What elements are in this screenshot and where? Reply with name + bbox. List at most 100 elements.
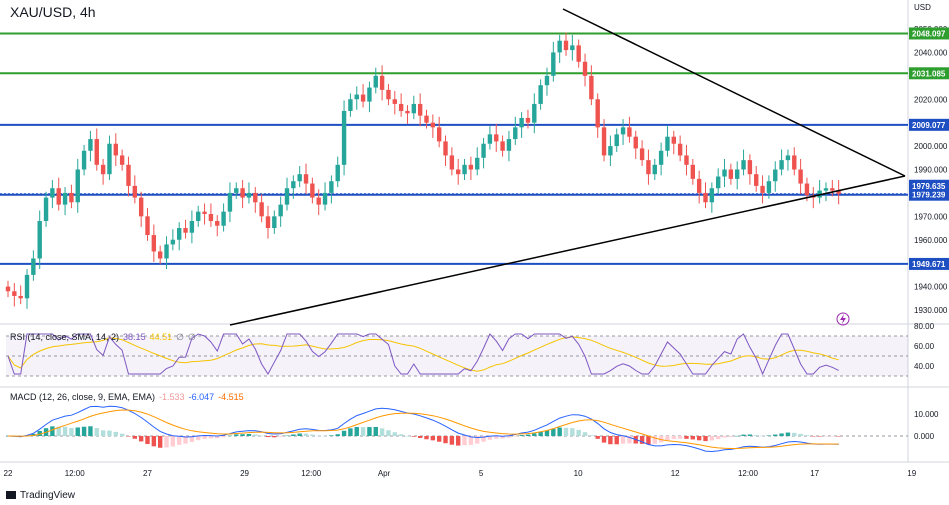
macd-histogram-bar	[557, 427, 562, 436]
macd-histogram-bar	[297, 433, 302, 436]
macd-histogram-bar	[37, 430, 42, 436]
candle-body	[747, 160, 753, 175]
macd-label: MACD (12, 26, close, 9, EMA, EMA)	[10, 392, 156, 402]
candle-body	[18, 295, 23, 299]
macd-histogram-bar	[157, 436, 163, 448]
macd-histogram-bar	[303, 433, 309, 436]
candle-body	[443, 141, 448, 156]
candle-body	[75, 169, 80, 203]
rsi-legend: RSI (14, close, SMA, 14, 2) 38.15 44.51 ∅ ∅	[10, 332, 196, 343]
level-price-tag-label: 2048.097	[912, 29, 946, 38]
candle-body	[620, 127, 626, 135]
time-tick-label: 22	[4, 469, 13, 478]
rsi-ma-line	[7, 336, 839, 372]
macd-histogram-bar	[671, 436, 676, 440]
candle-body	[754, 174, 759, 186]
macd-tick-label: 0.000	[914, 432, 935, 441]
candle-body	[468, 164, 474, 170]
candle-body	[671, 136, 676, 144]
level-price-tag	[909, 257, 949, 270]
macd-histogram-bar	[582, 432, 588, 436]
macd-histogram-bar	[532, 433, 537, 436]
macd-histogram-bar	[367, 427, 372, 436]
price-tick-label: 1940.000	[914, 283, 948, 292]
macd-histogram-bar	[525, 434, 531, 436]
macd-histogram-bar	[728, 436, 734, 437]
macd-histogram-bar	[398, 434, 404, 436]
candle-body	[5, 286, 11, 292]
candle-body	[322, 192, 328, 205]
macd-histogram-bar	[785, 432, 791, 436]
candle-body	[386, 89, 391, 100]
macd-histogram-bar	[595, 436, 600, 439]
macd-histogram-bar	[703, 436, 708, 442]
time-tick-label: 29	[240, 469, 249, 478]
macd-legend: MACD (12, 26, close, 9, EMA, EMA) -1.533-…	[10, 392, 244, 402]
macd-histogram-bar	[240, 434, 245, 436]
candle-body	[221, 211, 226, 226]
candle-body	[639, 148, 645, 161]
candle-body	[785, 155, 791, 161]
macd-histogram-bar	[754, 435, 759, 436]
candle-body	[316, 197, 321, 205]
candle-body	[246, 192, 252, 198]
candle-body	[405, 110, 410, 114]
candle-body	[119, 155, 125, 165]
candle-body	[234, 188, 239, 193]
lightning-icon	[836, 312, 850, 326]
macd-histogram-bar	[475, 436, 480, 444]
macd-histogram-bar	[284, 435, 290, 437]
last-price-tag-label: 1979.635	[912, 182, 946, 191]
macd-histogram-bar	[145, 436, 150, 445]
candle-body	[494, 134, 499, 142]
level-price-tag-label: 2031.085	[912, 69, 946, 78]
macd-histogram-bar	[94, 428, 99, 436]
candle-body	[348, 99, 353, 111]
candle-body	[601, 127, 607, 156]
macd-signal-value: -4.515	[218, 392, 244, 402]
candle-body	[132, 185, 138, 198]
macd-histogram-bar	[386, 430, 391, 436]
time-tick-label: 12:00	[738, 469, 759, 478]
macd-histogram-bar	[221, 436, 226, 438]
macd-histogram-bar	[481, 436, 486, 442]
macd-histogram-bar	[760, 435, 765, 437]
tradingview-brand[interactable]: TradingView	[6, 490, 75, 501]
macd-histogram-bar	[506, 436, 512, 438]
macd-histogram-bar	[177, 436, 182, 445]
candle-body	[145, 216, 150, 236]
price-tick-label: 1970.000	[914, 212, 948, 221]
lightning-bolt-icon	[840, 314, 846, 324]
candle-body	[551, 52, 556, 76]
rsi-label: RSI (14, close, SMA, 14, 2)	[10, 332, 120, 342]
candle-body	[329, 181, 334, 193]
macd-histogram-bar	[487, 436, 493, 440]
macd-histogram-bar	[817, 436, 822, 437]
candle-body	[830, 188, 835, 191]
candle-body	[265, 216, 271, 229]
macd-histogram-bar	[424, 436, 429, 440]
macd-histogram-bar	[836, 436, 841, 437]
candle-body	[12, 291, 17, 296]
macd-histogram-bar	[798, 433, 803, 436]
candle-body	[563, 40, 569, 51]
macd-histogram-bar	[360, 427, 366, 436]
time-tick-label: Apr	[378, 469, 391, 478]
macd-histogram-bar	[392, 432, 397, 436]
candle-body	[94, 139, 99, 165]
candle-body	[836, 190, 841, 194]
candle-body	[183, 228, 188, 233]
macd-histogram-bar	[341, 430, 347, 436]
candle-body	[379, 75, 385, 90]
chart-title: XAU/USD, 4h	[10, 4, 96, 20]
macd-value: -6.047	[188, 392, 215, 402]
candle-body	[582, 61, 588, 76]
candle-body	[424, 115, 429, 123]
candle-body	[303, 174, 309, 184]
candle-body	[773, 169, 778, 182]
rsi-tick-label: 40.00	[914, 362, 935, 371]
candle-body	[88, 139, 93, 151]
macd-histogram-bar	[570, 428, 575, 436]
macd-histogram-bar	[544, 430, 550, 436]
